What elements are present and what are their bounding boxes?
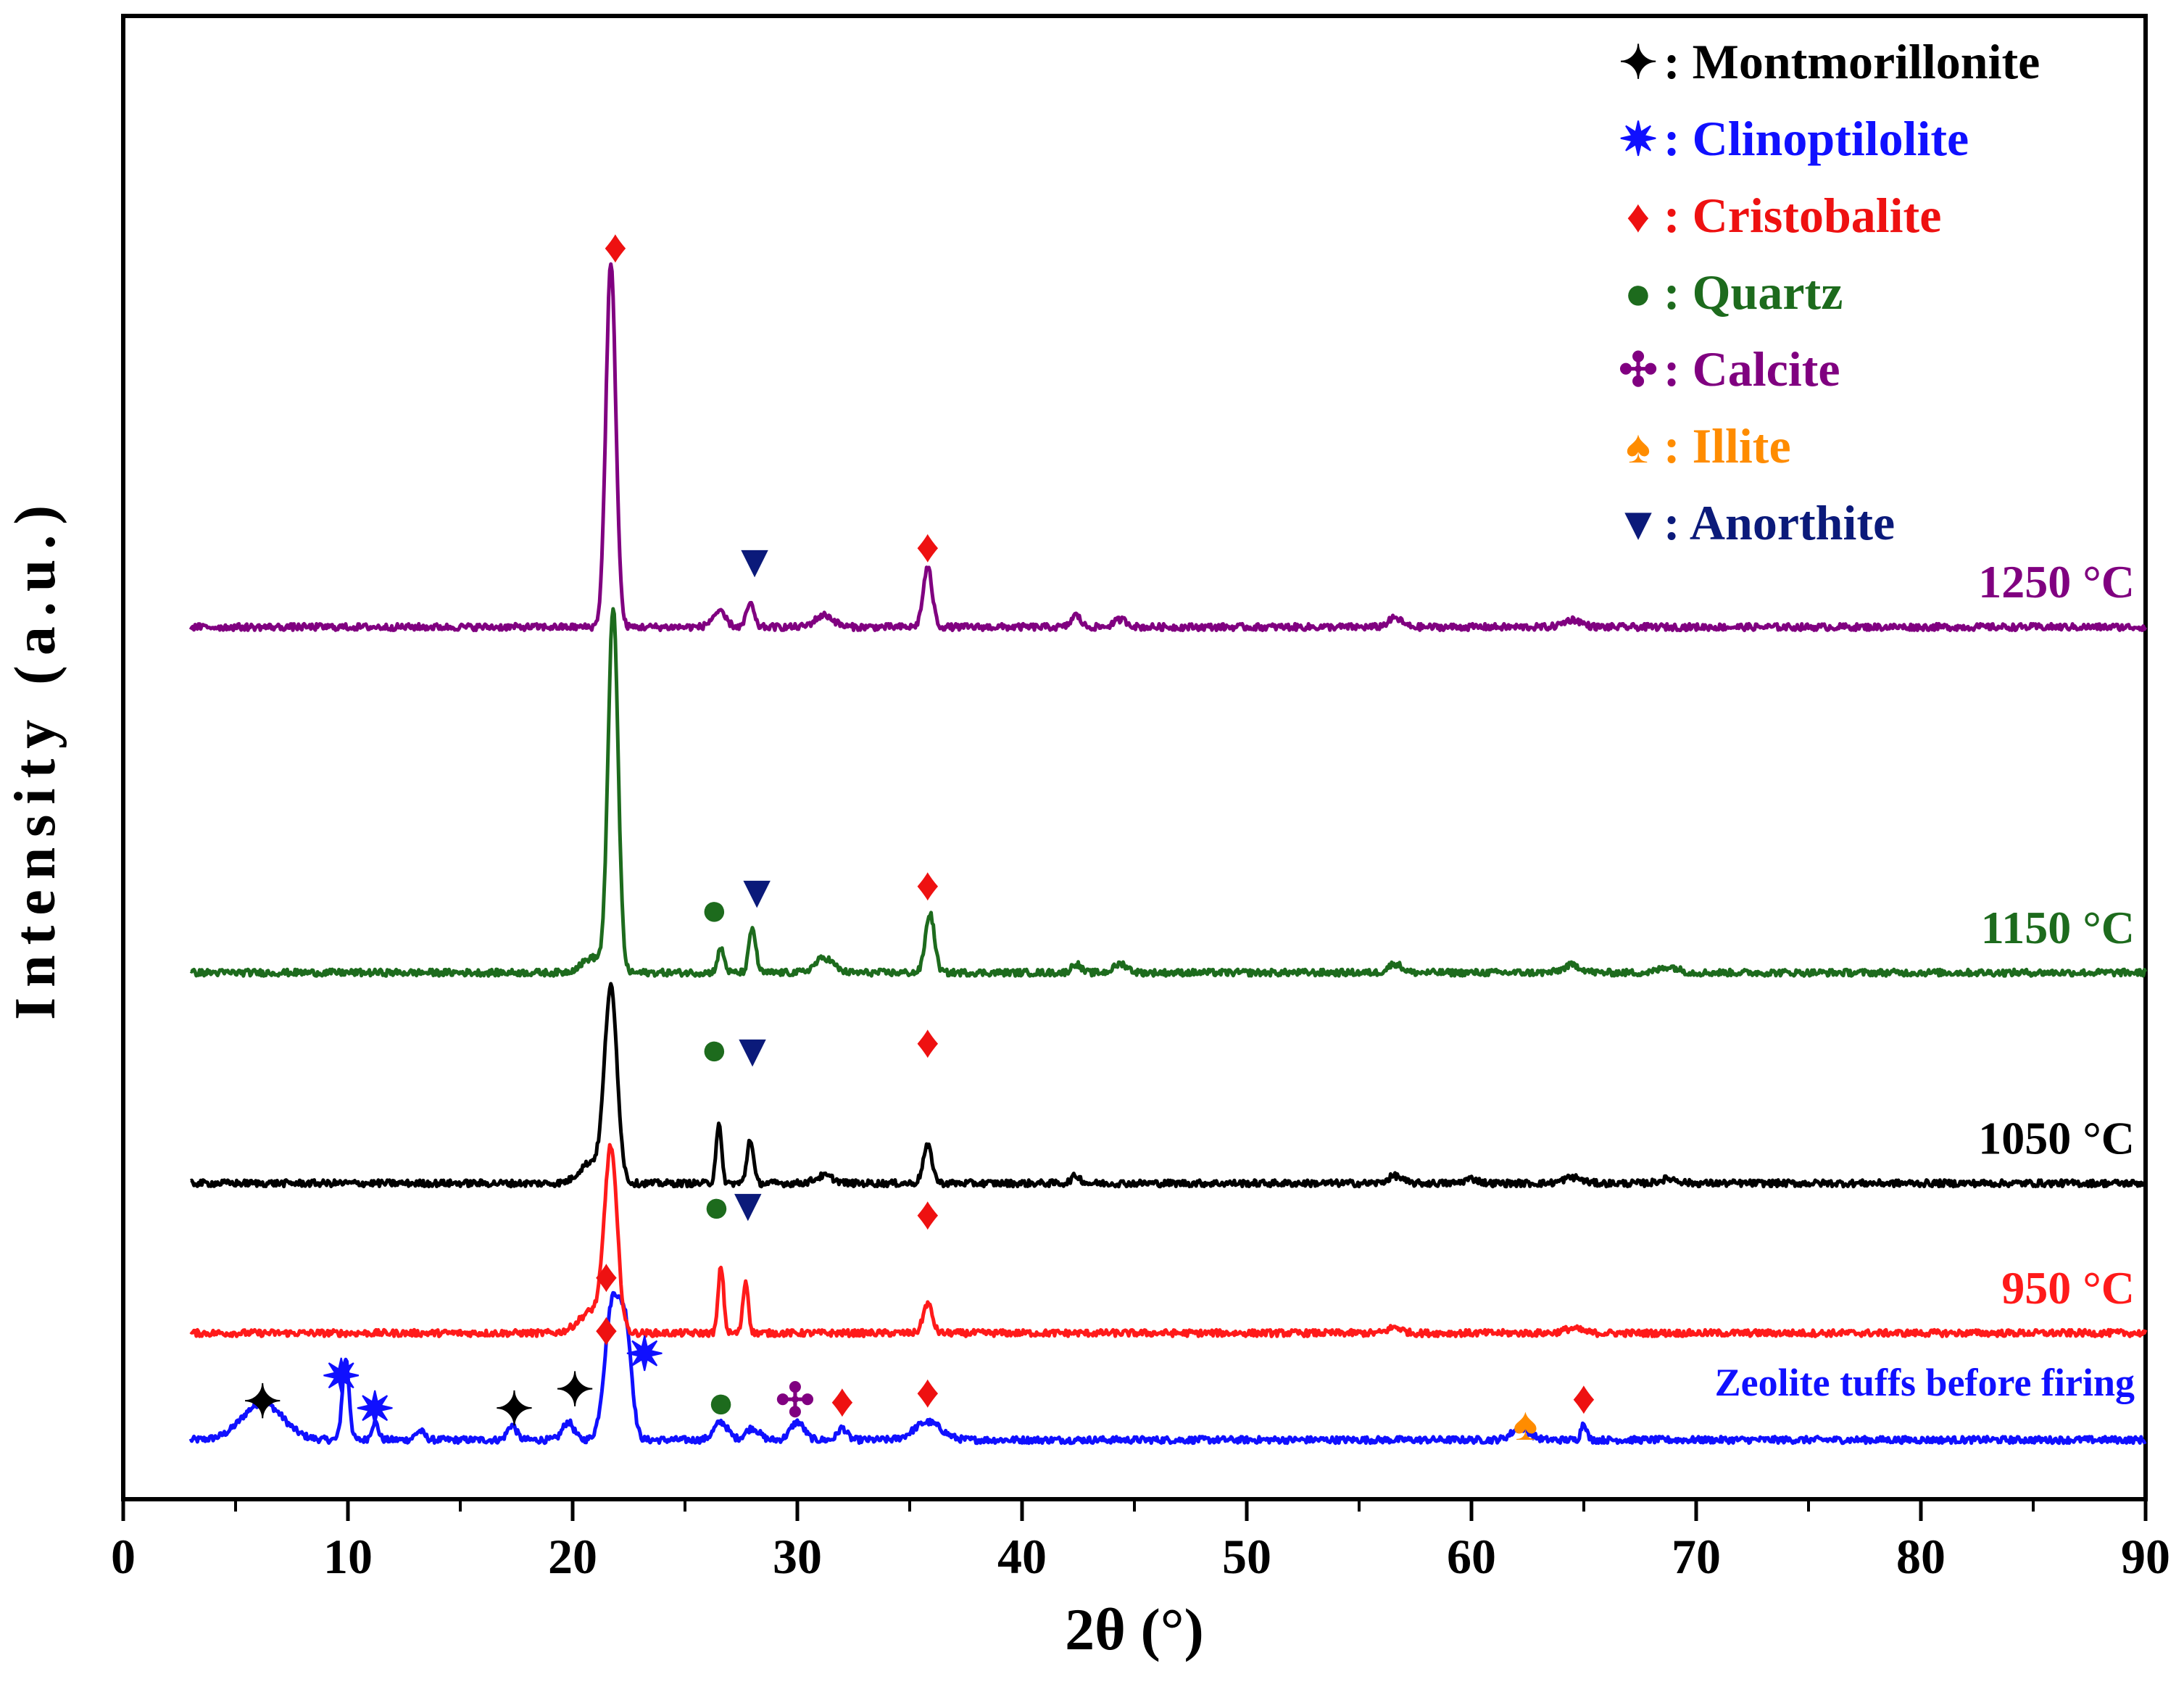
x-axis-ticks: 0 10 20 30 40 50 60 70 80 90	[111, 1499, 2170, 1584]
phase-marker: ♦	[594, 1303, 618, 1355]
legend-symbol: ▼	[1615, 498, 1661, 550]
series-label: 1250 °C	[1978, 556, 2135, 608]
phase-marker: ▼	[729, 1025, 775, 1077]
legend-symbol: ●	[1624, 268, 1653, 319]
legend-symbol: ✣	[1619, 344, 1658, 396]
phase-marker: ✦	[495, 1384, 534, 1435]
phase-marker: ✦	[555, 1364, 594, 1416]
series-label: Zeolite tuffs before firing	[1715, 1361, 2135, 1404]
phase-marker: ♦	[831, 1375, 855, 1426]
phase-marker: ♦	[1572, 1372, 1596, 1423]
x-tick-label: 50	[1222, 1529, 1271, 1584]
phase-marker: ●	[702, 1180, 731, 1232]
legend-name: Montmorillonite	[1693, 34, 2040, 89]
phase-marker: ✷	[625, 1329, 664, 1380]
phase-marker: ●	[700, 884, 728, 935]
legend-symbol: ✷	[1619, 114, 1658, 165]
legend-name: Quartz	[1693, 265, 1843, 320]
x-tick-label: 40	[997, 1529, 1047, 1584]
x-tick-label: 20	[548, 1529, 597, 1584]
y-axis-title: Intensity (a.u.)	[4, 495, 67, 1020]
phase-marker: ♠	[1513, 1398, 1537, 1450]
legend-label: : Illite	[1664, 418, 1791, 473]
series-label: 950 °C	[2001, 1262, 2135, 1314]
phase-marker: ●	[700, 1024, 728, 1075]
series-line-0	[188, 1290, 2147, 1446]
phase-marker: ✣	[776, 1375, 815, 1426]
phase-marker: ♦	[915, 521, 939, 572]
legend-label: : Montmorillonite	[1664, 34, 2040, 89]
x-axis-title: 2θ (°)	[1065, 1596, 1204, 1662]
legend-name: Cristobalite	[1693, 188, 1942, 243]
series-labels: Zeolite tuffs before firing 950 °C 1050 °C…	[1715, 556, 2135, 1404]
legend: ✦: Montmorillonite✷: Clinoptilolite ♦ : Cr…	[1615, 34, 2040, 550]
series-label: 1050 °C	[1978, 1112, 2135, 1164]
legend-name: Clinoptilolite	[1693, 111, 1969, 166]
phase-marker: ✷	[322, 1351, 361, 1403]
legend-symbol: ♦	[1627, 191, 1651, 242]
legend-name: Calcite	[1693, 341, 1840, 397]
x-tick-label: 10	[323, 1529, 373, 1584]
x-tick-label: 0	[111, 1529, 136, 1584]
series-line-2	[190, 982, 2146, 1189]
series-group	[188, 262, 2148, 1446]
phase-marker: ●	[707, 1376, 735, 1427]
series-line-4	[188, 262, 2148, 633]
x-tick-label: 60	[1447, 1529, 1496, 1584]
legend-label: : Calcite	[1664, 341, 1840, 397]
legend-name: Anorthite	[1690, 495, 1895, 550]
series-line-1	[189, 1143, 2148, 1338]
legend-label: : Quartz	[1664, 265, 1843, 320]
phase-marker: ♦	[604, 221, 628, 273]
phase-marker: ♦	[915, 1188, 939, 1240]
series-line-3	[189, 607, 2148, 978]
x-tick-label: 90	[2121, 1529, 2170, 1584]
phase-markers: ✦ ✷✷ ✦ ✦♦ ✷● ✣ ♦ ♦♠♦♦●▼ ♦● ▼ ♦● ▼ ♦♦▼ ♦	[243, 221, 1595, 1451]
x-tick-label: 70	[1672, 1529, 1721, 1584]
phase-marker: ♦	[915, 1016, 939, 1067]
phase-marker: ♦	[915, 1366, 939, 1417]
legend-label: : Clinoptilolite	[1664, 111, 1969, 166]
phase-marker: ▼	[725, 1179, 771, 1230]
legend-name: Illite	[1693, 418, 1791, 473]
phase-marker: ▼	[731, 535, 777, 586]
x-tick-label: 30	[773, 1529, 822, 1584]
phase-marker: ✷	[355, 1384, 394, 1435]
legend-symbol: ♠	[1626, 421, 1651, 473]
series-label: 1150 °C	[1981, 902, 2135, 953]
legend-symbol: ✦	[1619, 37, 1658, 88]
phase-marker: ♦	[915, 858, 939, 910]
phase-marker: ✦	[243, 1376, 282, 1427]
phase-marker: ▼	[734, 866, 780, 918]
legend-label: : Anorthite	[1664, 495, 1895, 550]
legend-label: : Cristobalite	[1664, 188, 1941, 243]
x-tick-label: 80	[1896, 1529, 1946, 1584]
phase-marker: ♦	[594, 1251, 618, 1302]
